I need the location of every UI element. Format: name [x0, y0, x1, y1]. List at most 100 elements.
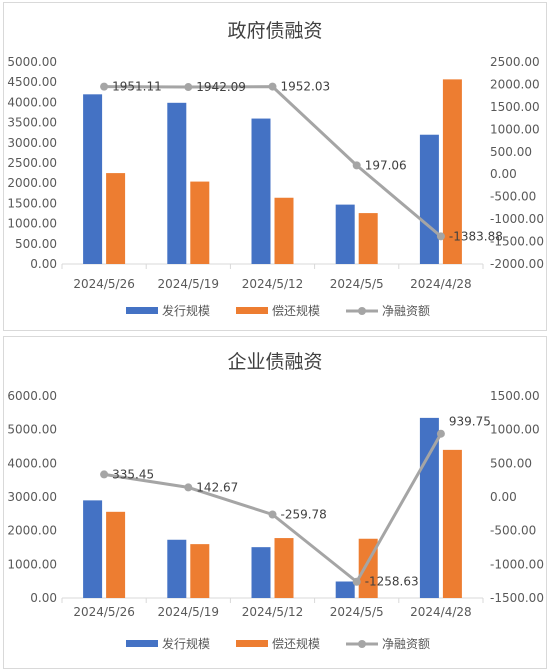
- issuance-bar: [167, 102, 187, 264]
- left-axis-tick-label: 0.00: [30, 257, 57, 271]
- x-axis-category-label: 2024/5/12: [242, 277, 304, 291]
- left-axis-tick-label: 4500.00: [7, 75, 57, 89]
- repayment-bar: [106, 511, 126, 598]
- government-bond-chart-panel: 政府债融资 0.00 500.00 1000.00 1500.00 2000.00 2500…: [3, 2, 547, 331]
- net-financing-line: [103, 432, 443, 584]
- repayment-bar: [106, 173, 126, 264]
- net-financing-data-label: 1942.09: [196, 80, 246, 94]
- repayment-bar: [358, 213, 378, 264]
- government-bond-chart: 政府债融资 0.00 500.00 1000.00 1500.00 2000.00 2500…: [7, 20, 544, 318]
- x-axis-category-label: 2024/5/19: [158, 605, 220, 619]
- right-axis-tick-label: 500.00: [490, 145, 532, 159]
- x-axis-category-label: 2024/5/26: [73, 277, 135, 291]
- left-axis-tick-label: 3000.00: [7, 490, 57, 504]
- net-financing-data-label: 1951.11: [112, 80, 162, 94]
- right-axis-tick-label: 0.00: [490, 490, 517, 504]
- corporate-bond-chart-panel: 企业债融资 0.00 1000.00 2000.00 3000.00 4000.00 500…: [3, 336, 547, 669]
- right-axis-tick-label: -500.00: [490, 524, 536, 538]
- right-axis-tick-label: 2500.00: [490, 55, 540, 69]
- repayment-bar: [190, 544, 210, 598]
- legend-repayment-swatch: [236, 640, 268, 647]
- left-axis-tick-label: 2500.00: [7, 156, 57, 170]
- legend-repayment-label: 偿还规模: [272, 636, 320, 651]
- right-axis-tick-label: -500.00: [490, 190, 536, 204]
- net-financing-data-label: -259.78: [281, 507, 327, 521]
- right-axis-tick-label: 1500.00: [490, 100, 540, 114]
- issuance-bar: [251, 547, 271, 598]
- left-axis-tick-label: 3500.00: [7, 116, 57, 130]
- left-axis-tick-label: 1000.00: [7, 217, 57, 231]
- chart-title: 企业债融资: [227, 351, 322, 373]
- left-axis-tick-label: 2000.00: [7, 176, 57, 190]
- right-axis-tick-label: 0.00: [490, 167, 517, 181]
- x-axis-category-label: 2024/5/19: [158, 277, 220, 291]
- legend-net-financing-label: 净融资额: [382, 637, 430, 651]
- corporate-bond-chart: 企业债融资 0.00 1000.00 2000.00 3000.00 4000.00 500…: [7, 351, 544, 651]
- issuance-bar: [83, 500, 103, 598]
- left-axis-tick-label: 4000.00: [7, 456, 57, 470]
- issuance-bar: [83, 94, 103, 264]
- left-axis-tick-label: 0.00: [30, 591, 57, 605]
- legend-issuance-label: 发行规模: [162, 303, 210, 318]
- net-financing-data-label: 1952.03: [281, 80, 331, 94]
- right-axis-tick-label: -1500.00: [490, 235, 544, 249]
- right-axis-tick-label: 2000.00: [490, 77, 540, 91]
- repayment-bar: [442, 79, 462, 264]
- legend-issuance-swatch: [126, 307, 158, 314]
- right-axis-tick-label: 500.00: [490, 456, 532, 470]
- net-financing-point: [352, 577, 361, 586]
- net-financing-point: [352, 161, 361, 170]
- x-axis-category-label: 2024/5/12: [242, 605, 304, 619]
- net-financing-point: [268, 510, 277, 519]
- x-axis-category-label: 2024/5/5: [330, 277, 384, 291]
- net-financing-data-label: 335.45: [112, 467, 154, 481]
- right-axis-tick-label: -1000.00: [490, 557, 544, 571]
- issuance-bar: [251, 118, 271, 264]
- net-financing-point: [184, 83, 193, 92]
- chart-title: 政府债融资: [227, 20, 322, 42]
- left-axis-tick-label: 500.00: [15, 237, 57, 251]
- x-axis-category-label: 2024/5/26: [73, 605, 135, 619]
- legend-issuance-swatch: [126, 640, 158, 647]
- net-financing-data-label: -1383.88: [449, 229, 503, 243]
- net-financing-point: [436, 232, 445, 241]
- issuance-bar: [335, 204, 355, 264]
- net-financing-data-label: -1258.63: [365, 575, 419, 589]
- x-axis-category-label: 2024/4/28: [410, 277, 472, 291]
- issuance-bar: [167, 539, 187, 598]
- legend-repayment-label: 偿还规模: [272, 303, 320, 318]
- left-axis-tick-label: 5000.00: [7, 423, 57, 437]
- right-axis-tick-label: 1000.00: [490, 423, 540, 437]
- right-axis-tick-label: 1500.00: [490, 389, 540, 403]
- net-financing-point: [100, 82, 109, 91]
- issuance-bar: [419, 134, 439, 264]
- left-axis-tick-label: 6000.00: [7, 389, 57, 403]
- left-axis-tick-label: 4000.00: [7, 95, 57, 109]
- legend-issuance-label: 发行规模: [162, 636, 210, 651]
- net-financing-data-label: 142.67: [196, 480, 238, 494]
- right-axis-tick-label: -1500.00: [490, 591, 544, 605]
- legend-repayment-swatch: [236, 307, 268, 314]
- left-axis-tick-label: 1500.00: [7, 196, 57, 210]
- net-financing-point: [436, 429, 445, 438]
- left-axis-tick-label: 2000.00: [7, 524, 57, 538]
- net-financing-point: [184, 483, 193, 492]
- right-axis-tick-label: 1000.00: [490, 122, 540, 136]
- repayment-bar: [190, 181, 210, 264]
- net-financing-point: [268, 82, 277, 91]
- net-financing-point: [100, 470, 109, 479]
- repayment-bar: [274, 538, 294, 598]
- net-financing-data-label: 939.75: [449, 415, 491, 429]
- issuance-bar: [335, 581, 355, 598]
- legend-net-financing-marker: [358, 640, 366, 648]
- x-axis-category-label: 2024/5/5: [330, 605, 384, 619]
- legend-net-financing-marker: [358, 307, 366, 315]
- net-financing-data-label: 197.06: [365, 158, 407, 172]
- repayment-bar: [442, 449, 462, 598]
- right-axis-tick-label: -2000.00: [490, 257, 544, 271]
- left-axis-tick-label: 3000.00: [7, 136, 57, 150]
- x-axis-category-label: 2024/4/28: [410, 605, 472, 619]
- right-axis-tick-label: -1000.00: [490, 212, 544, 226]
- left-axis-tick-label: 5000.00: [7, 55, 57, 69]
- repayment-bar: [274, 197, 294, 264]
